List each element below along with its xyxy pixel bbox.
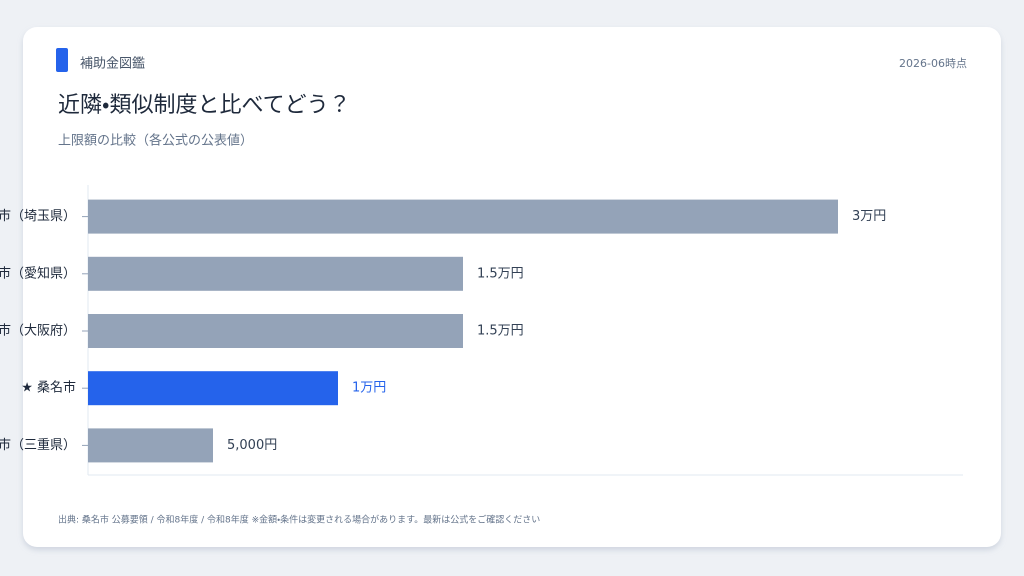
value-label: 5,000円: [227, 438, 277, 453]
bar: [88, 428, 213, 463]
bar: [88, 314, 463, 348]
value-label: 1.5万円: [477, 266, 524, 281]
date: 2026-06時点: [899, 57, 967, 70]
value-label: 1.5万円: [477, 324, 524, 339]
value-label: 1万円: [352, 381, 386, 396]
bar: [88, 256, 463, 291]
brand-marker: [56, 48, 68, 72]
card: [23, 27, 1001, 547]
y-tick-label: 市（埼玉県）: [0, 209, 76, 224]
y-tick-label: 市（愛知県）: [0, 265, 76, 281]
bar: [88, 371, 338, 406]
brand: 補助金図鑑: [80, 56, 145, 72]
bar: [88, 199, 838, 234]
y-tick-label: ★ 桑名市: [21, 380, 76, 396]
footnote: 出典: 桑名市 公募要領 / 令和8年度 / 令和8年度 ※金額・条件は変更され…: [58, 514, 540, 526]
y-tick-label: 市（大阪府）: [0, 324, 76, 339]
y-tick-label: 市（三重県）: [0, 437, 76, 453]
value-label: 3万円: [852, 209, 886, 224]
chart-subtitle: 上限額の比較（各公式の公表値）: [58, 133, 253, 149]
chart-title: 近隣・類似制度と比べてどう？: [58, 93, 351, 118]
